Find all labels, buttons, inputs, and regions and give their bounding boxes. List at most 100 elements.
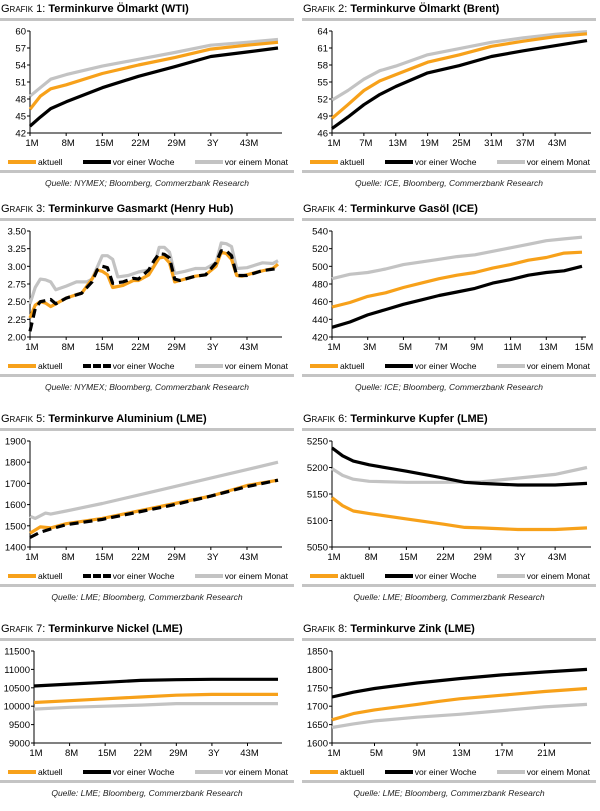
y-tick-label: 58 [317,61,328,72]
legend-swatch [8,573,36,578]
chart-title-text: Terminkurve Kupfer (LME) [350,413,488,425]
y-tick-label: 2.00 [8,333,27,344]
divider [302,780,596,783]
chart-plot: 5050 5100 5150 5200 5250 1M 8M 15M 22M 29M 3Y 43M [307,437,591,563]
y-tick-label: 2.25 [8,315,27,326]
y-tick-label: 11000 [4,665,30,676]
x-tick-label: 29M [167,342,186,353]
x-tick-label: 43M [548,552,567,563]
y-tick-label: 5250 [307,437,328,448]
legend-label: vor einer Woche [414,360,477,371]
chart-source: Quelle: LME; Bloomberg, Commerzbank Rese… [353,788,545,798]
x-tick-label: 5M [399,342,412,353]
legend-item: aktuell [8,361,63,371]
series-line-vor-einem-monat [28,37,279,98]
chart-number: Grafik 7: [1,623,46,635]
chart-legend: aktuell vor einer Woche vor einem Monat [0,153,294,168]
y-tick-label: 2.75 [8,280,27,291]
x-tick-label: 1M [327,138,340,149]
legend-swatch [496,769,525,774]
y-tick-label: 52 [317,95,328,106]
y-tick-label: 48 [15,95,26,106]
series-line-vor-einer-woche [331,667,588,699]
chart-title-text: Terminkurve Zink (LME) [350,623,475,635]
y-tick-label: 1500 [5,521,26,532]
x-tick-label: 37M [516,138,535,149]
chart-number: Grafik 2: [303,3,348,15]
series-line-vor-einem-monat [33,701,278,711]
x-tick-label: 8M [365,552,378,563]
chart-title-text: Terminkurve Aluminium (LME) [48,413,207,425]
x-tick-label: 1M [25,138,38,149]
series-line-vor-einer-woche [29,478,279,539]
x-tick-label: 11M [504,342,522,353]
x-tick-label: 43M [548,138,567,149]
legend-label: aktuell [38,570,63,581]
legend-item: vor einem Monat [194,157,288,167]
divider [0,218,294,221]
legend-swatch [384,159,413,164]
x-tick-label: 8M [65,748,78,759]
y-tick-label: 10500 [4,683,30,694]
x-tick-label: 3Y [207,342,219,353]
chart-panel-2: Grafik 2: Terminkurve Ölmarkt (Brent) 46 49… [302,0,596,200]
legend-swatch [82,769,111,774]
y-tick-label: 460 [312,297,328,308]
x-tick-label: 1M [29,748,42,759]
chart-panel-1: Grafik 1: Terminkurve Ölmarkt (WTI) 42 45 48… [0,0,294,200]
chart-plot: 46 49 52 55 58 61 64 1M 7M 13M 19M 25M 31M 37M 43M [317,27,591,149]
x-tick-label: 15M [575,342,594,353]
chart-panel-4: Grafik 4: Terminkurve Gasöl (ICE) 420 440 46… [302,200,596,410]
y-tick-label: 1650 [307,720,328,731]
series-line-vor-einem-monat [331,702,588,730]
divider [0,18,294,21]
y-tick-label: 540 [312,227,328,238]
y-tick-label: 11500 [4,647,30,658]
chart-panel-5: Grafik 5: Terminkurve Aluminium (LME) 1400… [0,410,294,620]
x-tick-label: 8M [62,138,75,149]
x-tick-label: 21M [537,748,556,759]
legend-swatch [194,769,223,774]
series-line-aktuell [330,32,588,120]
legend-label: vor einer Woche [112,766,175,777]
legend-item: aktuell [8,571,63,581]
x-tick-label: 1M [327,552,340,563]
chart-title-text: Terminkurve Ölmarkt (Brent) [350,3,500,15]
y-tick-label: 5100 [307,516,328,527]
legend-label: aktuell [340,766,365,777]
x-tick-label: 5M [370,748,383,759]
x-tick-label: 3Y [207,138,219,149]
divider [302,218,596,221]
series-line-vor-einem-monat [331,30,588,102]
y-tick-label: 1600 [307,739,328,750]
legend-swatch [8,363,36,368]
y-tick-label: 1850 [307,647,328,658]
chart-legend: aktuell vor einer Woche vor einem Monat [302,153,596,168]
y-tick-label: 1600 [5,500,26,511]
divider [302,638,596,641]
legend-swatch [310,769,338,774]
divider [302,428,596,431]
series-line-vor-einer-woche [331,39,588,130]
legend-item: vor einer Woche [82,766,175,777]
legend-item: aktuell [310,767,365,777]
legend-item: vor einem Monat [194,571,288,581]
legend-swatch [194,159,223,164]
series-line-vor-einem-monat [29,460,279,521]
chart-source: Quelle: NYMEX; Bloomberg, Commerzbank Re… [44,382,250,392]
legend-label: aktuell [340,360,365,371]
legend-item: aktuell [310,157,365,167]
chart-title-text: Terminkurve Gasöl (ICE) [350,203,478,215]
legend-item: vor einer Woche [82,157,175,167]
chart-plot: 1400 1500 1600 1700 1800 1900 1M 8M 15M 22M 29M 3Y 4… [5,437,282,563]
y-tick-label: 51 [15,78,26,89]
legend-label: vor einem Monat [526,570,590,581]
legend-label: vor einer Woche [112,360,175,371]
chart-legend: aktuell vor einer Woche vor einem Monat [0,763,294,778]
y-tick-label: 5150 [307,490,328,501]
x-tick-label: 3M [363,342,376,353]
legend-item: vor einer Woche [384,157,477,167]
legend-swatch [310,159,338,164]
chart-legend: aktuell vor einer Woche vor einem Monat [0,357,294,372]
